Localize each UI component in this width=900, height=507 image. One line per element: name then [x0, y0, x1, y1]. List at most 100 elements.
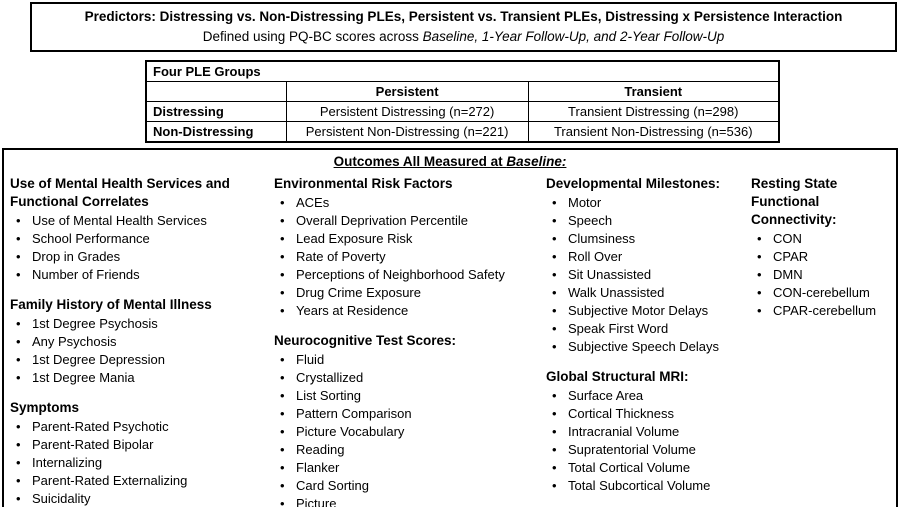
list-item: Intracranial Volume [546, 423, 751, 441]
cell-transient-non-distressing: Transient Non-Distressing (n=536) [527, 121, 780, 143]
table-row-distressing: Distressing Persistent Distressing (n=27… [145, 101, 780, 122]
section-heading: Use of Mental Health Services and Functi… [10, 176, 230, 209]
section-list: CONCPARDMNCON-cerebellumCPAR-cerebellum [751, 230, 896, 320]
section-heading: Family History of Mental Illness [10, 297, 212, 312]
list-item: ACEs [274, 194, 546, 212]
cell-transient-distressing: Transient Distressing (n=298) [527, 101, 780, 122]
outcomes-column-services: Use of Mental Health Services and Functi… [10, 175, 274, 507]
list-item: Picture [274, 495, 546, 507]
list-item: Rate of Poverty [274, 248, 546, 266]
list-item: CON-cerebellum [751, 284, 896, 302]
section-heading: Resting State Functional Connectivity: [751, 176, 838, 227]
section-list: 1st Degree PsychosisAny Psychosis1st Deg… [10, 315, 274, 387]
list-item: 1st Degree Mania [10, 369, 274, 387]
col-header-transient: Transient [527, 81, 780, 102]
list-item: Number of Friends [10, 266, 274, 284]
section-list: FluidCrystallizedList SortingPattern Com… [274, 351, 546, 507]
list-item: Supratentorial Volume [546, 441, 751, 459]
list-item: Fluid [274, 351, 546, 369]
predictors-subtitle-prefix: Defined using PQ-BC scores across [202, 29, 423, 44]
predictors-title: Predictors: Distressing vs. Non-Distress… [84, 9, 843, 24]
section-family-history: Family History of Mental Illness 1st Deg… [10, 296, 274, 387]
table-title-row: Four PLE Groups [145, 60, 780, 82]
ple-groups-table: Four PLE Groups Persistent Transient Dis… [145, 60, 780, 143]
outcomes-column-development: Developmental Milestones: MotorSpeechClu… [546, 175, 751, 507]
list-item: List Sorting [274, 387, 546, 405]
list-item: CPAR [751, 248, 896, 266]
section-list: ACEsOverall Deprivation PercentileLead E… [274, 194, 546, 320]
section-heading: Neurocognitive Test Scores: [274, 333, 457, 348]
section-heading: Environmental Risk Factors [274, 176, 453, 191]
list-item: Crystallized [274, 369, 546, 387]
list-item: Walk Unassisted [546, 284, 751, 302]
predictors-subtitle: Defined using PQ-BC scores across Baseli… [38, 27, 889, 47]
list-item: Flanker [274, 459, 546, 477]
list-item: Overall Deprivation Percentile [274, 212, 546, 230]
list-item: Use of Mental Health Services [10, 212, 274, 230]
list-item: Total Cortical Volume [546, 459, 751, 477]
list-item: Pattern Comparison [274, 405, 546, 423]
outcomes-title-italic: Baseline: [506, 154, 567, 169]
outcomes-title: Outcomes All Measured at Baseline: [4, 153, 896, 171]
list-item: Years at Residence [274, 302, 546, 320]
list-item: 1st Degree Depression [10, 351, 274, 369]
outcomes-column-connectivity: Resting State Functional Connectivity: C… [751, 175, 896, 507]
outcomes-columns: Use of Mental Health Services and Functi… [4, 175, 896, 507]
table-row-non-distressing: Non-Distressing Persistent Non-Distressi… [145, 121, 780, 143]
section-list: MotorSpeechClumsinessRoll OverSit Unassi… [546, 194, 751, 356]
list-item: 1st Degree Psychosis [10, 315, 274, 333]
outcomes-box: Outcomes All Measured at Baseline: Use o… [2, 148, 898, 507]
list-item: Subjective Speech Delays [546, 338, 751, 356]
section-resting-state: Resting State Functional Connectivity: C… [751, 175, 896, 320]
list-item: Parent-Rated Psychotic [10, 418, 274, 436]
row-label-non-distressing: Non-Distressing [145, 121, 287, 143]
table-header-row: Persistent Transient [145, 81, 780, 102]
section-heading: Developmental Milestones: [546, 176, 721, 191]
list-item: Drug Crime Exposure [274, 284, 546, 302]
list-item: Perceptions of Neighborhood Safety [274, 266, 546, 284]
list-item: Any Psychosis [10, 333, 274, 351]
section-list: Use of Mental Health ServicesSchool Perf… [10, 212, 274, 284]
list-item: CPAR-cerebellum [751, 302, 896, 320]
list-item: Internalizing [10, 454, 274, 472]
row-label-distressing: Distressing [145, 101, 287, 122]
section-structural-mri: Global Structural MRI: Surface AreaCorti… [546, 368, 751, 495]
list-item: Surface Area [546, 387, 751, 405]
predictors-box: Predictors: Distressing vs. Non-Distress… [30, 2, 897, 52]
section-mental-health-services: Use of Mental Health Services and Functi… [10, 175, 274, 284]
list-item: DMN [751, 266, 896, 284]
section-list: Parent-Rated PsychoticParent-Rated Bipol… [10, 418, 274, 507]
section-symptoms: Symptoms Parent-Rated PsychoticParent-Ra… [10, 399, 274, 507]
list-item: Roll Over [546, 248, 751, 266]
list-item: Reading [274, 441, 546, 459]
list-item: Parent-Rated Bipolar [10, 436, 274, 454]
section-heading: Global Structural MRI: [546, 369, 689, 384]
cell-persistent-distressing: Persistent Distressing (n=272) [285, 101, 529, 122]
list-item: Speech [546, 212, 751, 230]
list-item: Lead Exposure Risk [274, 230, 546, 248]
table-corner-cell [145, 81, 287, 102]
section-environmental-risk: Environmental Risk Factors ACEsOverall D… [274, 175, 546, 320]
section-heading: Symptoms [10, 400, 80, 415]
list-item: Cortical Thickness [546, 405, 751, 423]
outcomes-column-environment: Environmental Risk Factors ACEsOverall D… [274, 175, 546, 507]
list-item: Speak First Word [546, 320, 751, 338]
list-item: Motor [546, 194, 751, 212]
section-neurocognitive: Neurocognitive Test Scores: FluidCrystal… [274, 332, 546, 507]
list-item: CON [751, 230, 896, 248]
list-item: Clumsiness [546, 230, 751, 248]
list-item: Suicidality [10, 490, 274, 507]
list-item: Sit Unassisted [546, 266, 751, 284]
list-item: Total Subcortical Volume [546, 477, 751, 495]
predictors-subtitle-italic: Baseline, 1-Year Follow-Up, and 2-Year F… [422, 29, 725, 44]
outcomes-title-prefix: Outcomes All Measured at [333, 154, 507, 169]
list-item: Card Sorting [274, 477, 546, 495]
table-title: Four PLE Groups [145, 60, 780, 82]
col-header-persistent: Persistent [285, 81, 529, 102]
list-item: Parent-Rated Externalizing [10, 472, 274, 490]
list-item: School Performance [10, 230, 274, 248]
list-item: Drop in Grades [10, 248, 274, 266]
list-item: Picture Vocabulary [274, 423, 546, 441]
section-list: Surface AreaCortical ThicknessIntracrani… [546, 387, 751, 495]
cell-persistent-non-distressing: Persistent Non-Distressing (n=221) [285, 121, 529, 143]
